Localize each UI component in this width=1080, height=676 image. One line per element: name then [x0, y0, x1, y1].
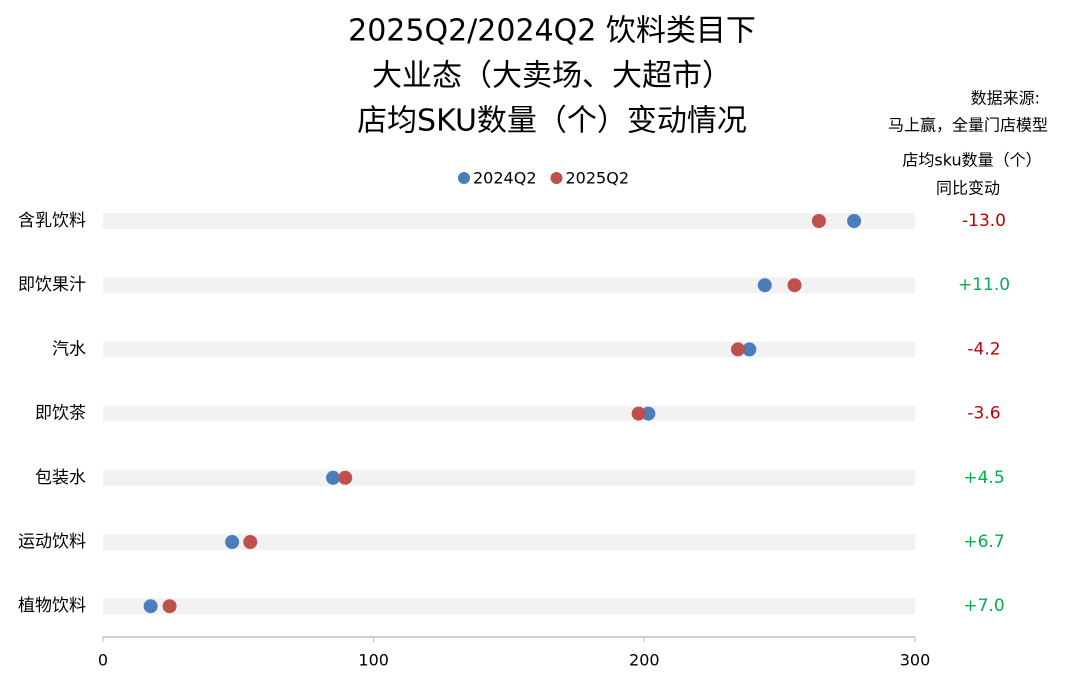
category-label: 植物饮料: [18, 596, 86, 616]
change-label: +7.0: [963, 596, 1004, 616]
category-label: 汽水: [52, 339, 86, 359]
dot: [326, 470, 341, 485]
source-note: 数据来源:: [971, 89, 1040, 108]
change-label: +4.5: [963, 468, 1004, 488]
category-label: 即饮茶: [35, 404, 86, 424]
row-track: [103, 469, 915, 486]
chart-title: 2025Q2/2024Q2 饮料类目下: [348, 14, 756, 49]
x-tick-label: 100: [358, 651, 389, 670]
row-track: [103, 534, 915, 550]
legend-label: 2024Q2: [473, 169, 537, 188]
category-label: 即饮果汁: [18, 275, 86, 295]
chart-title: 店均SKU数量（个）变动情况: [357, 104, 747, 139]
change-label: -3.6: [967, 404, 1000, 424]
change-label: +6.7: [963, 532, 1004, 552]
change-label: -4.2: [967, 339, 1000, 359]
dot: [811, 214, 826, 228]
row-track: [103, 277, 915, 294]
change-header: 店均sku数量（个）: [902, 151, 1041, 170]
legend-marker: [550, 172, 563, 184]
dot: [243, 535, 258, 549]
dot: [730, 342, 745, 357]
category-label: 运动饮料: [18, 532, 86, 552]
dot: [742, 342, 757, 357]
dot: [338, 470, 353, 485]
dot: [631, 406, 646, 421]
dot: [757, 278, 772, 293]
change-header: 同比变动: [936, 179, 1000, 198]
legend-marker: [458, 172, 470, 184]
x-tick-label: 0: [98, 651, 108, 670]
category-label: 包装水: [35, 468, 86, 488]
chart-title: 大业态（大卖场、大超市）: [372, 59, 732, 94]
dot: [225, 535, 240, 549]
x-tick-label: 300: [900, 651, 931, 670]
legend-label: 2025Q2: [566, 169, 630, 188]
dot: [641, 406, 656, 421]
source-note: 马上赢，全量门店模型: [888, 116, 1048, 135]
dot: [143, 599, 158, 614]
dot: [162, 599, 177, 614]
change-label: -13.0: [962, 211, 1006, 231]
row-track: [103, 341, 915, 358]
row-track: [103, 405, 915, 422]
dot: [847, 214, 862, 228]
dot: [787, 278, 802, 293]
row-track: [103, 598, 915, 615]
change-label: +11.0: [958, 275, 1010, 295]
row-track: [103, 213, 915, 229]
category-label: 含乳饮料: [18, 211, 86, 231]
x-tick-label: 200: [629, 651, 660, 670]
